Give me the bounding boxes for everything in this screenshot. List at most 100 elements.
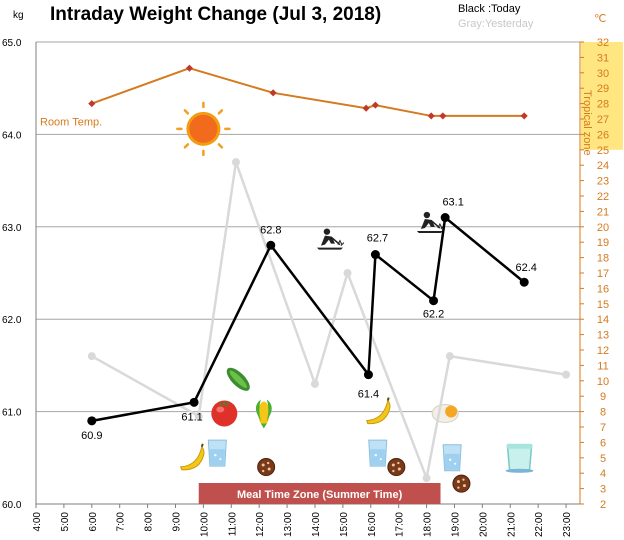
y-tick-label: 65.0 xyxy=(2,38,22,49)
meal-time-zone-bar xyxy=(198,483,441,504)
sun-icon xyxy=(176,101,231,157)
cookie-icon xyxy=(387,458,406,477)
right-tick-label: 28 xyxy=(597,99,609,111)
gardening-icon xyxy=(316,227,345,251)
x-axis-ticks: 4:00 5:00 6:00 7:00 8:00 9:00 10:00 11:00 12:00 1… xyxy=(32,504,573,537)
series-today-point xyxy=(363,370,373,380)
right-tick-label: 17 xyxy=(597,268,609,280)
right-tick-label: 19 xyxy=(597,237,609,249)
series-room-temp-point xyxy=(185,64,193,72)
y-tick-label: 62.0 xyxy=(2,315,22,326)
series-today-point xyxy=(266,240,276,250)
data-label: 60.9 xyxy=(81,430,102,442)
banana-icon xyxy=(179,442,206,471)
tomato-icon xyxy=(211,400,238,427)
right-tick-label: 11 xyxy=(597,360,608,372)
chart-title: Intraday Weight Change (Jul 3, 2018) xyxy=(50,4,381,25)
right-axis-unit: ℃ xyxy=(594,13,606,25)
axes xyxy=(35,42,581,505)
x-tick-label: 9:00 xyxy=(171,512,182,532)
series-yesterday-point xyxy=(310,379,319,388)
right-tick-label: 10 xyxy=(597,376,609,388)
tropical-zone-label: Tropical zone xyxy=(581,90,593,156)
right-tick-label: 24 xyxy=(597,160,609,172)
x-tick-label: 7:00 xyxy=(116,512,127,532)
right-tick-label: 4 xyxy=(600,468,606,480)
series-room-temp-point xyxy=(520,112,528,120)
x-tick-label: 20:00 xyxy=(478,512,489,537)
series-room-temp-line xyxy=(91,67,525,117)
right-tick-label: 21 xyxy=(597,206,609,218)
gridlines xyxy=(36,41,580,413)
series-room-temp-point xyxy=(362,104,370,112)
series-today-point xyxy=(87,416,97,426)
series-today: 60.9 61.1 62.8 61.4 62.7 62.2 63.1 62.4 xyxy=(81,197,537,442)
right-tick-label: 9 xyxy=(600,391,606,403)
room-temp-label: Room Temp. xyxy=(40,117,102,129)
series-today-point xyxy=(440,213,450,223)
series-room-temp-point xyxy=(88,100,96,108)
x-tick-label: 12:00 xyxy=(255,512,266,537)
series-yesterday-point xyxy=(445,352,454,361)
series-today-point xyxy=(429,296,439,306)
right-tick-label: 16 xyxy=(597,283,609,295)
series-yesterday-line xyxy=(91,161,567,483)
right-tick-label: 22 xyxy=(597,191,609,203)
series-yesterday-point xyxy=(231,158,240,167)
data-label: 63.1 xyxy=(442,197,463,209)
series-yesterday-point xyxy=(194,412,203,421)
cup-icon xyxy=(504,443,535,474)
right-tick-label: 2 xyxy=(600,499,606,511)
data-label: 61.1 xyxy=(181,411,202,423)
right-axis-ticks: 2345678910111213141516171819202122232425… xyxy=(580,37,609,511)
series-room-temp-point xyxy=(439,112,447,120)
right-tick-label: 26 xyxy=(597,129,609,141)
right-tick-label: 15 xyxy=(597,299,609,311)
right-tick-label: 25 xyxy=(597,145,609,157)
x-tick-label: 15:00 xyxy=(339,512,350,537)
right-tick-label: 29 xyxy=(597,83,609,95)
cookie-icon xyxy=(257,458,276,477)
series-today-point xyxy=(189,397,199,407)
meal-time-zone-label: Meal Time Zone (Summer Time) xyxy=(237,489,403,501)
x-tick-label: 14:00 xyxy=(311,512,322,537)
x-tick-label: 23:00 xyxy=(562,512,573,537)
right-tick-label: 5 xyxy=(600,453,606,465)
series-yesterday xyxy=(87,158,571,483)
right-tick-label: 14 xyxy=(597,314,609,326)
legend-today: Black :Today xyxy=(458,3,521,15)
banana-icon xyxy=(365,396,391,425)
x-tick-label: 13:00 xyxy=(283,512,294,537)
right-tick-label: 7 xyxy=(600,422,606,434)
series-room-temp xyxy=(88,64,528,120)
series-today-line xyxy=(91,215,525,423)
tropical-zone-band xyxy=(581,42,623,150)
right-tick-label: 3 xyxy=(600,484,606,496)
y-tick-label: 63.0 xyxy=(2,223,22,234)
cucumber-icon xyxy=(223,364,254,395)
series-today-point xyxy=(370,250,380,260)
right-tick-label: 30 xyxy=(597,68,609,80)
right-tick-label: 18 xyxy=(597,253,609,265)
data-label: 62.8 xyxy=(260,224,281,236)
left-axis-ticks: 65.0 64.0 63.0 62.0 61.0 60.0 xyxy=(2,38,22,511)
x-tick-label: 18:00 xyxy=(423,512,434,537)
water-glass-icon xyxy=(207,439,227,467)
right-tick-label: 32 xyxy=(597,37,609,49)
x-tick-label: 5:00 xyxy=(60,512,71,532)
x-tick-label: 8:00 xyxy=(144,512,155,532)
data-label: 62.2 xyxy=(423,309,444,321)
data-label: 62.7 xyxy=(367,233,388,245)
x-tick-label: 10:00 xyxy=(199,512,210,537)
series-yesterday-point xyxy=(422,474,431,483)
x-tick-label: 11:00 xyxy=(227,512,238,537)
series-yesterday-point xyxy=(343,269,352,277)
right-tick-label: 20 xyxy=(597,222,609,234)
cookie-icon xyxy=(452,474,471,493)
y-tick-label: 64.0 xyxy=(2,130,22,141)
x-tick-label: 17:00 xyxy=(395,512,406,537)
corn-icon xyxy=(255,399,272,429)
right-tick-label: 23 xyxy=(597,176,609,188)
right-tick-label: 6 xyxy=(600,437,606,449)
